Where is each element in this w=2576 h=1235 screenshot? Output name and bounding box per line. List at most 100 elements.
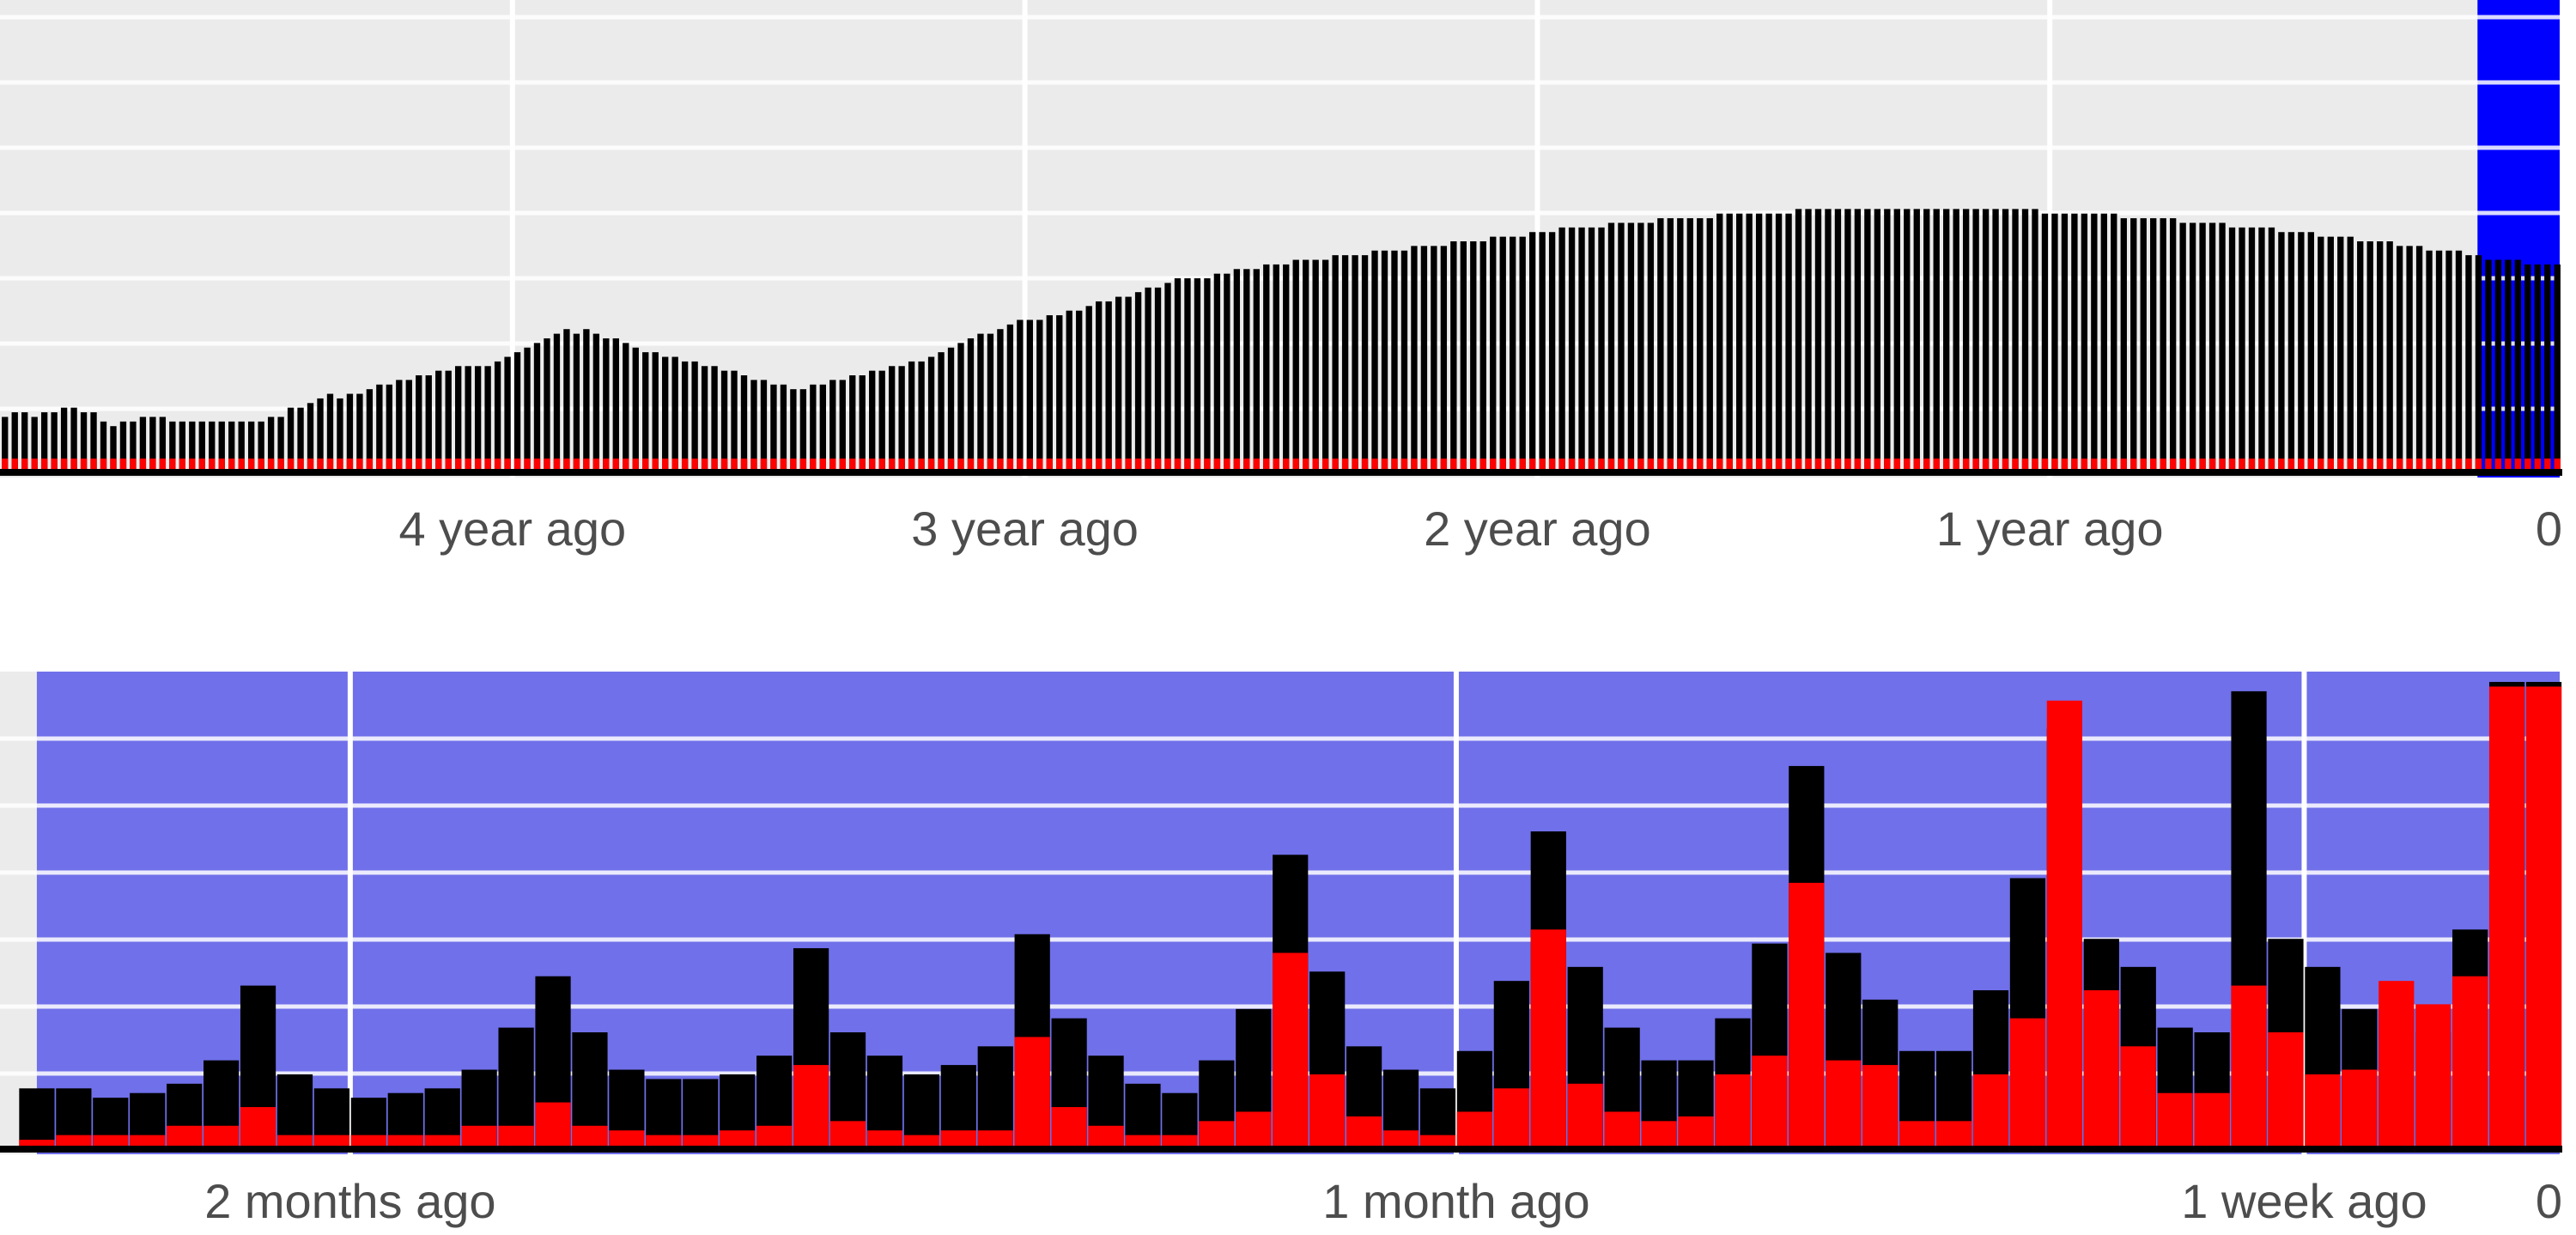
top-bar-total (1953, 209, 1959, 472)
top-bar-subset (908, 458, 915, 472)
top-bar-total (277, 417, 284, 472)
top-bar-total (1548, 232, 1556, 472)
top-bar-total (711, 366, 718, 472)
top-bar-subset (2041, 458, 2049, 472)
top-bar-subset (2032, 458, 2038, 472)
top-bar-subset (997, 458, 1004, 472)
top-bar-subset (898, 458, 905, 472)
bottom-bar-subset (1862, 1065, 1899, 1149)
top-bar-subset (819, 458, 826, 472)
top-bar-total (2051, 213, 2058, 472)
bottom-bar-subset (56, 1135, 92, 1149)
bottom-bar-subset (1199, 1121, 1235, 1149)
top-bar-subset (1913, 458, 1920, 472)
top-bar-total (1460, 241, 1467, 472)
top-bar-total (573, 333, 580, 472)
top-bar-subset (1528, 458, 1536, 472)
bottom-bar-subset (2268, 1032, 2304, 1149)
top-bar-total (2415, 246, 2423, 472)
top-bar-total (849, 375, 856, 472)
top-bar-total (2061, 213, 2069, 472)
top-bar-subset (1686, 458, 1693, 472)
top-bar-subset (1312, 458, 1319, 472)
top-bar-total (1134, 292, 1142, 472)
bottom-bar-subset (2009, 1018, 2046, 1149)
top-bar-total (494, 361, 501, 472)
top-bar-subset (1233, 458, 1241, 472)
top-bar-subset (1884, 458, 1891, 472)
top-bar-subset (2160, 458, 2166, 472)
top-bar-total (1204, 278, 1211, 472)
top-bar-subset (2208, 458, 2216, 472)
top-bar-subset (1184, 458, 1191, 472)
top-bar-total (2377, 241, 2384, 472)
top-bar-subset (701, 458, 708, 472)
top-bar-total (1726, 213, 1733, 472)
top-bar-total (1775, 213, 1783, 472)
top-bar-total (2012, 209, 2019, 472)
top-x-tick-label: 0 (2536, 502, 2562, 556)
top-bar-subset (1697, 458, 1704, 472)
bottom-bar-subset (350, 1135, 386, 1149)
top-bar-subset (662, 458, 669, 472)
bottom-bar-subset (1935, 1121, 1972, 1149)
top-bar-subset (642, 458, 649, 472)
top-bar-subset (2012, 458, 2019, 472)
top-bar-subset (346, 458, 354, 472)
top-bar-subset (317, 458, 324, 472)
top-bar-subset (1657, 458, 1664, 472)
top-bar-total (1657, 218, 1664, 472)
bottom-bar-subset (940, 1130, 976, 1149)
bottom-bar-subset (2157, 1092, 2193, 1149)
top-bar-subset (1785, 458, 1792, 472)
top-bar-total (2396, 246, 2403, 472)
top-bar-subset (425, 458, 432, 472)
top-bar-total (40, 412, 48, 472)
top-bar-total (957, 343, 964, 472)
top-bar-total (2111, 213, 2117, 472)
top-bar-subset (2534, 458, 2541, 472)
top-bar-subset (474, 458, 482, 472)
top-bar-total (366, 389, 374, 472)
top-bar-subset (2150, 458, 2157, 472)
top-bar-total (2298, 232, 2305, 472)
top-bar-subset (1904, 458, 1911, 472)
top-bar-subset (553, 458, 561, 472)
top-bar-subset (2337, 458, 2344, 472)
top-bar-total (819, 384, 826, 472)
top-bar-total (2140, 218, 2147, 472)
top-bar-subset (405, 458, 412, 472)
top-bar-subset (228, 458, 235, 472)
top-bar-subset (1204, 458, 1211, 472)
top-bar-subset (139, 458, 147, 472)
top-bar-total (1303, 259, 1309, 472)
top-bar-total (1825, 209, 1832, 472)
top-bar-subset (839, 458, 846, 472)
top-bar-total (592, 333, 600, 472)
top-bar-total (356, 393, 363, 472)
bottom-bar-subset (19, 1140, 55, 1149)
top-bar-total (2199, 222, 2206, 472)
top-bar-total (1470, 241, 1477, 472)
bottom-bar-subset (2452, 976, 2488, 1149)
top-bar-total (445, 370, 452, 472)
top-bar-total (435, 370, 442, 472)
top-bar-total (859, 375, 866, 472)
top-bar-total (839, 380, 846, 472)
top-bar-subset (2307, 458, 2315, 472)
top-bar-subset (484, 458, 491, 472)
top-bar-subset (977, 458, 984, 472)
top-bar-subset (1341, 458, 1349, 472)
top-bar-subset (1844, 458, 1851, 472)
top-bar-total (1568, 227, 1576, 472)
top-bar-total (1036, 319, 1043, 472)
bottom-bar-subset (1273, 952, 1309, 1149)
top-bar-total (2189, 222, 2196, 472)
top-bar-subset (119, 458, 127, 472)
top-bar-total (297, 407, 304, 472)
top-bar-total (1933, 209, 1940, 472)
top-bar-subset (494, 458, 501, 472)
top-bar-total (1814, 209, 1822, 472)
top-bar-subset (1046, 458, 1053, 472)
top-bar-subset (720, 458, 728, 472)
